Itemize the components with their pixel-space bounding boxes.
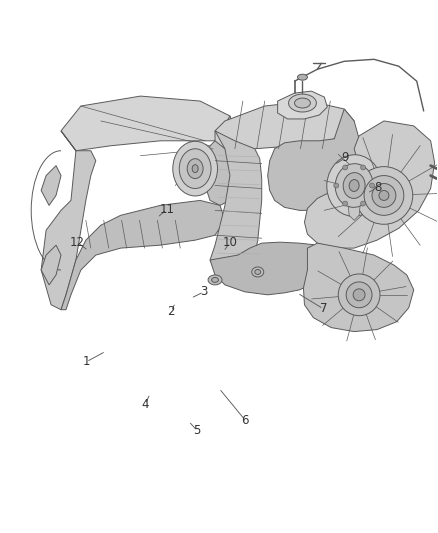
Ellipse shape xyxy=(212,278,219,282)
Text: 10: 10 xyxy=(223,236,237,249)
Ellipse shape xyxy=(294,98,311,108)
Ellipse shape xyxy=(187,159,203,179)
Ellipse shape xyxy=(343,201,348,206)
Text: 3: 3 xyxy=(200,286,208,298)
Polygon shape xyxy=(205,116,245,205)
Polygon shape xyxy=(304,243,414,332)
Text: 5: 5 xyxy=(194,424,201,437)
Polygon shape xyxy=(61,96,235,151)
Ellipse shape xyxy=(335,164,373,207)
Ellipse shape xyxy=(179,149,211,189)
Text: 6: 6 xyxy=(241,414,249,426)
Ellipse shape xyxy=(297,74,307,80)
Polygon shape xyxy=(347,173,361,220)
Ellipse shape xyxy=(338,274,380,316)
Text: 1: 1 xyxy=(82,356,90,368)
Ellipse shape xyxy=(343,173,365,198)
Polygon shape xyxy=(304,121,434,248)
Polygon shape xyxy=(41,166,61,205)
Ellipse shape xyxy=(370,183,374,188)
Polygon shape xyxy=(210,242,334,295)
Text: 2: 2 xyxy=(167,305,175,318)
Polygon shape xyxy=(41,131,96,310)
Polygon shape xyxy=(215,101,354,149)
Polygon shape xyxy=(210,131,262,275)
Text: 9: 9 xyxy=(342,151,349,164)
Ellipse shape xyxy=(379,190,389,200)
Ellipse shape xyxy=(192,165,198,173)
Ellipse shape xyxy=(355,167,413,224)
Ellipse shape xyxy=(343,165,348,170)
Ellipse shape xyxy=(360,201,366,206)
Ellipse shape xyxy=(334,183,339,188)
Polygon shape xyxy=(268,109,359,211)
Text: 11: 11 xyxy=(159,203,174,216)
Ellipse shape xyxy=(289,94,316,112)
Ellipse shape xyxy=(173,141,218,196)
Text: 7: 7 xyxy=(320,302,327,316)
Text: 4: 4 xyxy=(141,398,149,411)
Ellipse shape xyxy=(252,267,264,277)
Ellipse shape xyxy=(346,282,372,308)
Polygon shape xyxy=(278,91,327,119)
Ellipse shape xyxy=(349,180,359,191)
Polygon shape xyxy=(61,200,225,310)
Ellipse shape xyxy=(364,175,404,215)
Ellipse shape xyxy=(353,289,365,301)
Text: 8: 8 xyxy=(374,181,381,193)
Text: 12: 12 xyxy=(70,236,85,249)
Ellipse shape xyxy=(327,155,381,216)
Ellipse shape xyxy=(372,183,396,207)
Ellipse shape xyxy=(208,275,222,285)
Polygon shape xyxy=(41,245,61,285)
Ellipse shape xyxy=(360,165,366,170)
Ellipse shape xyxy=(255,270,261,274)
